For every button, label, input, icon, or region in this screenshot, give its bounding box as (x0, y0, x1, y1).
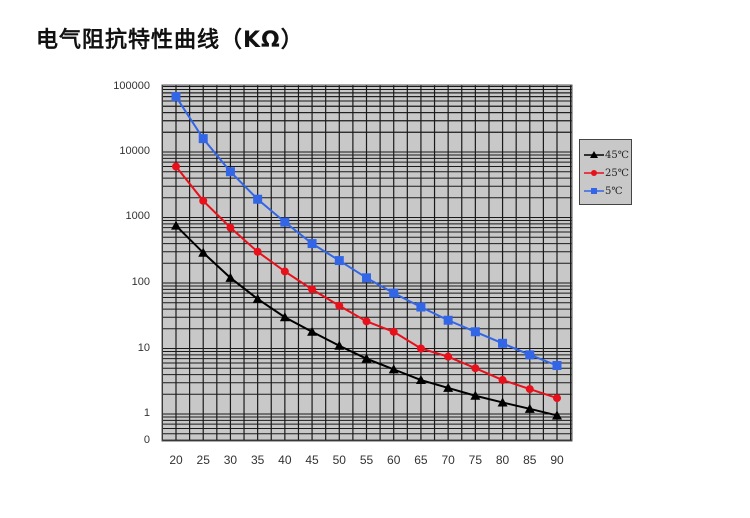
triangle-marker-icon (584, 151, 604, 158)
data-point (362, 317, 371, 326)
data-point (172, 162, 180, 171)
data-point (470, 390, 481, 400)
data-point (198, 247, 209, 257)
series-square (171, 92, 562, 371)
data-point (334, 256, 344, 266)
x-tick-label: 20 (169, 453, 183, 467)
data-point (525, 350, 535, 360)
data-point (307, 326, 318, 336)
data-point (225, 167, 235, 177)
data-point (471, 364, 480, 373)
data-point (252, 293, 263, 303)
data-point (416, 302, 426, 312)
data-point (334, 340, 345, 350)
legend-item-5c: 5℃ (584, 184, 623, 198)
data-point (253, 247, 262, 256)
data-point (171, 220, 181, 230)
data-point (253, 194, 263, 204)
data-point (199, 196, 208, 205)
y-tick-label: 1 (143, 407, 150, 419)
data-point (497, 397, 508, 407)
data-point (552, 361, 562, 371)
data-point (470, 327, 480, 337)
data-point (389, 327, 398, 336)
data-point (553, 394, 561, 403)
data-point (444, 352, 453, 361)
x-tick-label: 85 (523, 453, 537, 467)
x-tick-label: 90 (550, 453, 564, 467)
data-point (280, 217, 290, 227)
y-tick-label: 10 (137, 342, 150, 354)
data-point (415, 375, 426, 385)
x-tick-label: 80 (495, 453, 510, 467)
x-tick-label: 70 (441, 453, 455, 467)
data-point (307, 239, 317, 249)
y-tick-label: 100000 (113, 80, 150, 92)
data-point (279, 312, 290, 322)
x-tick-label: 35 (250, 453, 265, 467)
x-tick-label: 40 (278, 453, 292, 467)
data-point (361, 353, 372, 363)
x-tick-label: 30 (223, 453, 238, 467)
data-point (443, 315, 453, 325)
data-point (335, 301, 344, 310)
data-point (443, 382, 454, 392)
legend-label: 5℃ (605, 185, 623, 197)
square-marker-icon (584, 188, 604, 194)
x-tick-label: 65 (414, 453, 428, 467)
x-tick-label: 50 (332, 453, 346, 467)
x-tick-label: 75 (468, 453, 483, 467)
legend-label: 25℃ (605, 167, 629, 179)
data-point (308, 285, 317, 294)
data-point (225, 272, 236, 282)
data-point (198, 134, 208, 144)
data-point (388, 364, 399, 374)
series-triangle (171, 220, 562, 420)
x-tick-label: 60 (387, 453, 401, 467)
y-tick-label: 0 (143, 434, 150, 446)
legend-item-25c: 25℃ (584, 166, 629, 180)
data-point (498, 338, 508, 348)
y-tick-label: 10000 (119, 145, 150, 157)
x-tick-label: 45 (305, 453, 319, 467)
data-point (389, 288, 399, 298)
x-tick-label: 25 (196, 453, 210, 467)
x-tick-label: 55 (359, 453, 374, 467)
circle-marker-icon (584, 170, 604, 176)
legend: 45℃ 25℃ 5℃ (579, 139, 632, 205)
data-point (416, 344, 425, 353)
data-point (525, 385, 534, 394)
data-point (280, 267, 289, 276)
data-point (226, 223, 235, 232)
y-tick-label: 1000 (125, 210, 150, 222)
data-point (362, 273, 371, 283)
data-point (171, 92, 181, 102)
chart-title: 电气阻抗特性曲线（KΩ） (36, 28, 304, 53)
data-point (498, 376, 507, 385)
legend-item-45c: 45℃ (584, 148, 629, 162)
legend-label: 45℃ (605, 149, 629, 161)
data-point (552, 410, 562, 420)
series-circle (172, 162, 561, 403)
y-tick-label: 100 (131, 276, 150, 288)
data-point (524, 403, 535, 413)
